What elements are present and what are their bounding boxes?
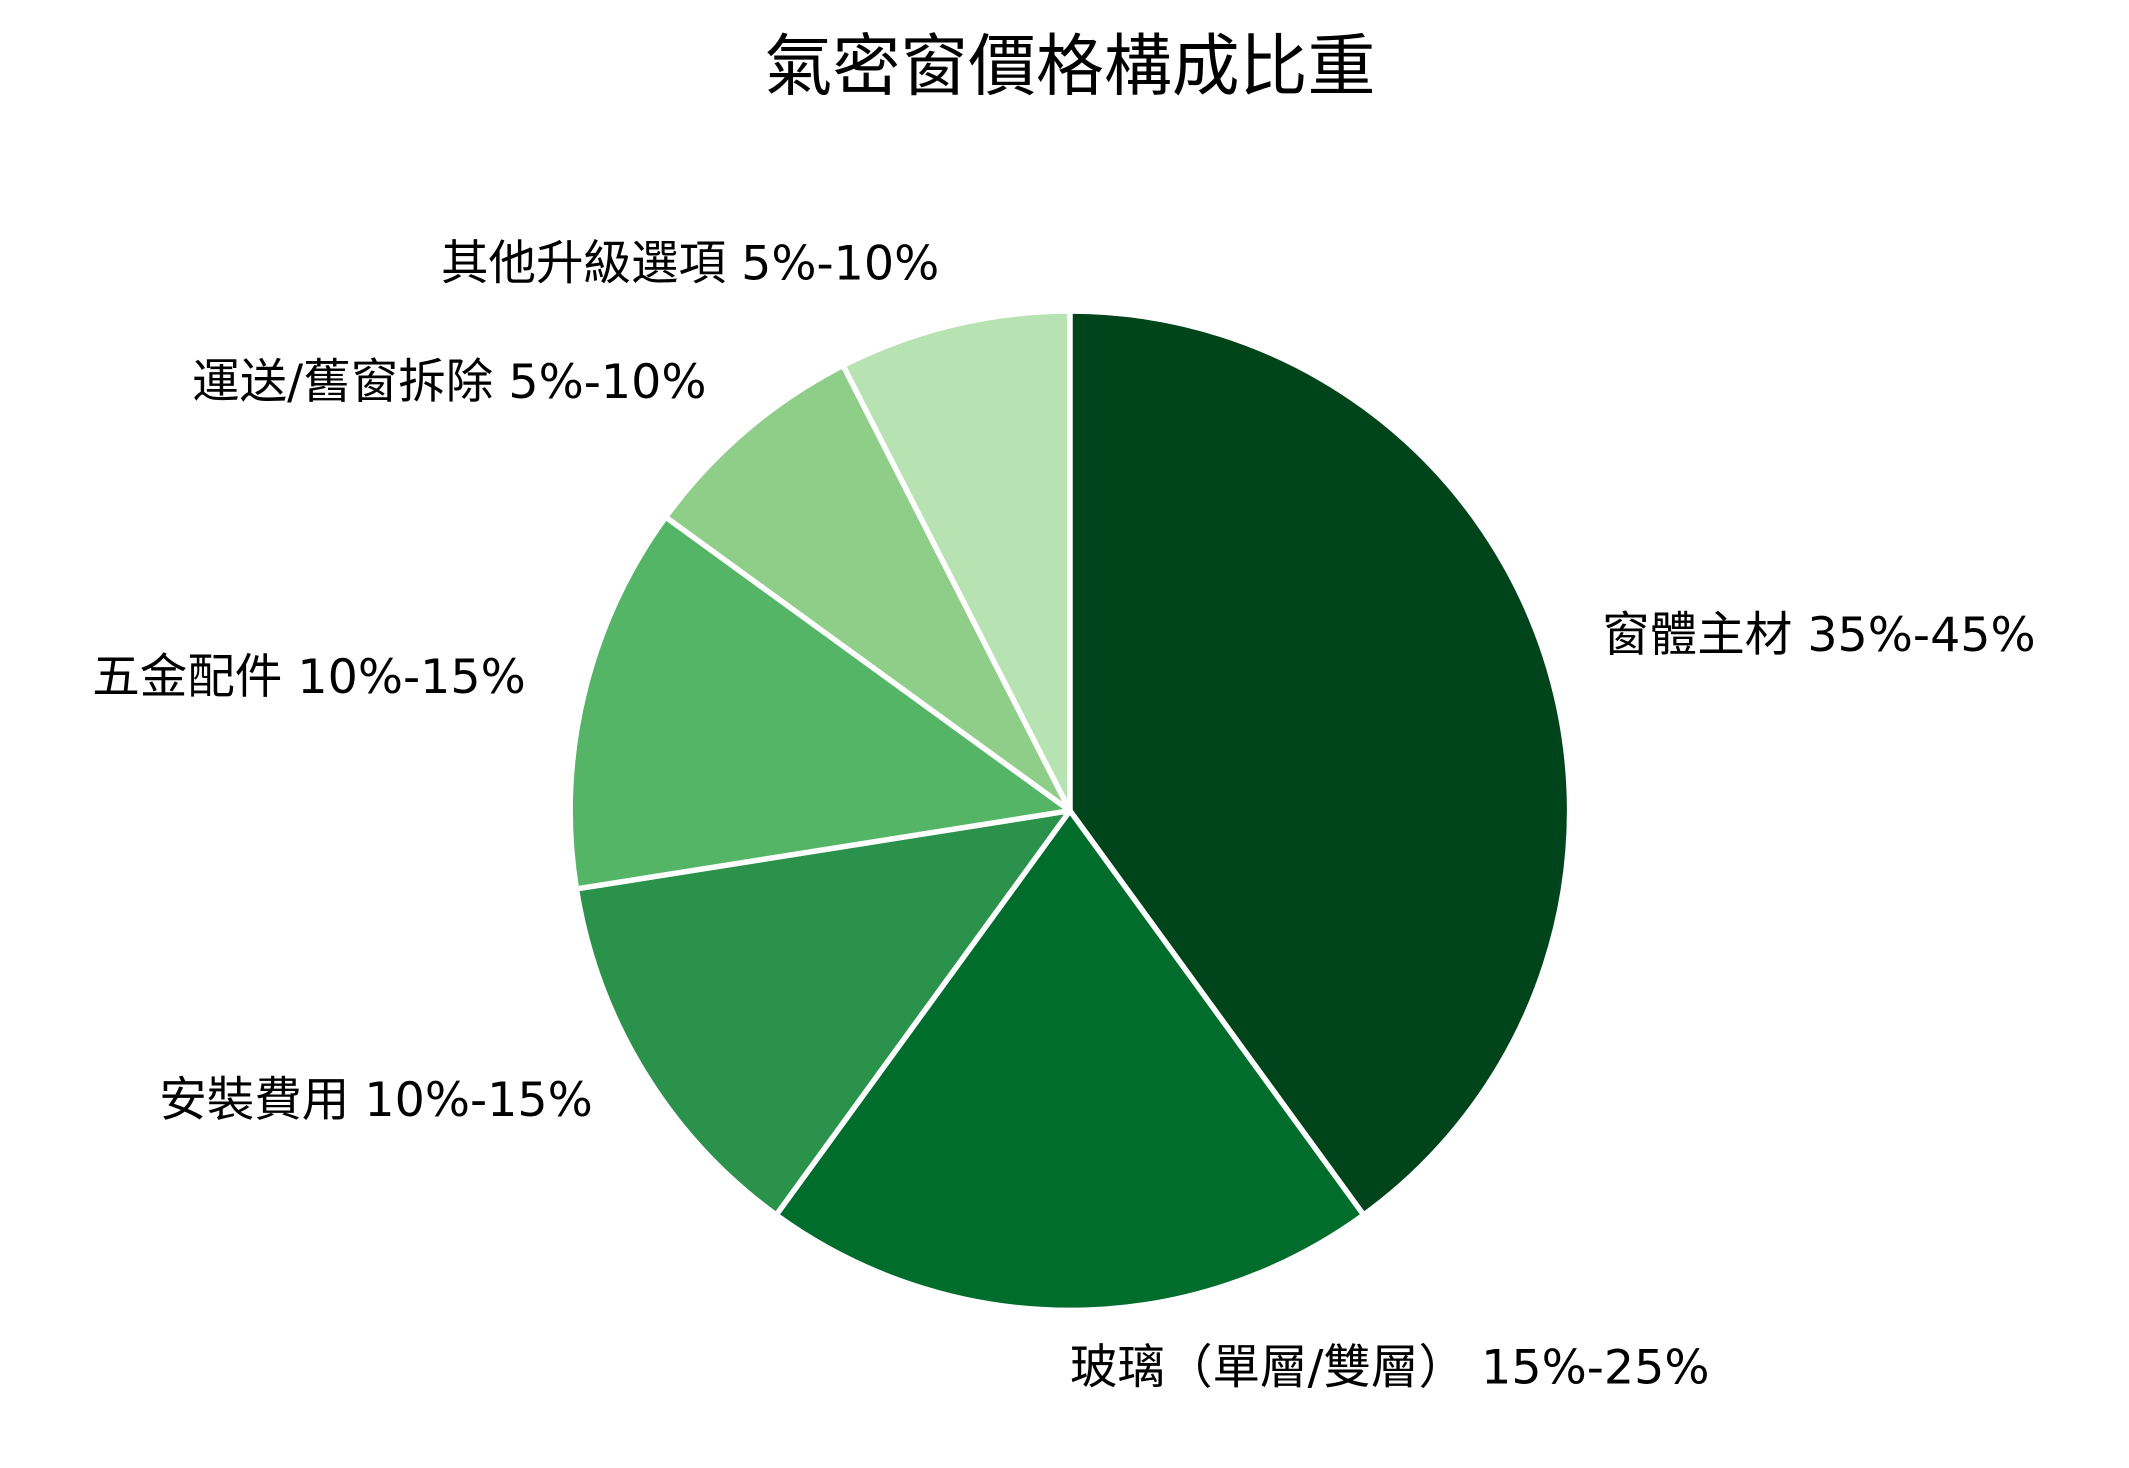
pie-slice xyxy=(573,807,1073,1218)
pie-slice xyxy=(773,807,1367,1314)
slice-label: 窗體主材 35%-45% xyxy=(1602,608,2036,663)
slice-label: 其他升級選項 5%-10% xyxy=(441,237,939,292)
slice-label: 玻璃（單層/雙層） 15%-25% xyxy=(1070,1340,1710,1395)
pie-slice xyxy=(1067,308,1573,1218)
chart-title: 氣密窗價格構成比重 xyxy=(764,27,1375,106)
pie-slice xyxy=(567,514,1073,892)
pie-slice xyxy=(840,308,1073,814)
pie-slice xyxy=(662,362,1073,814)
slice-label: 五金配件 10%-15% xyxy=(92,650,526,705)
slice-label: 安裝費用 10%-15% xyxy=(159,1073,593,1128)
slice-label: 運送/舊窗拆除 5%-10% xyxy=(192,355,706,410)
